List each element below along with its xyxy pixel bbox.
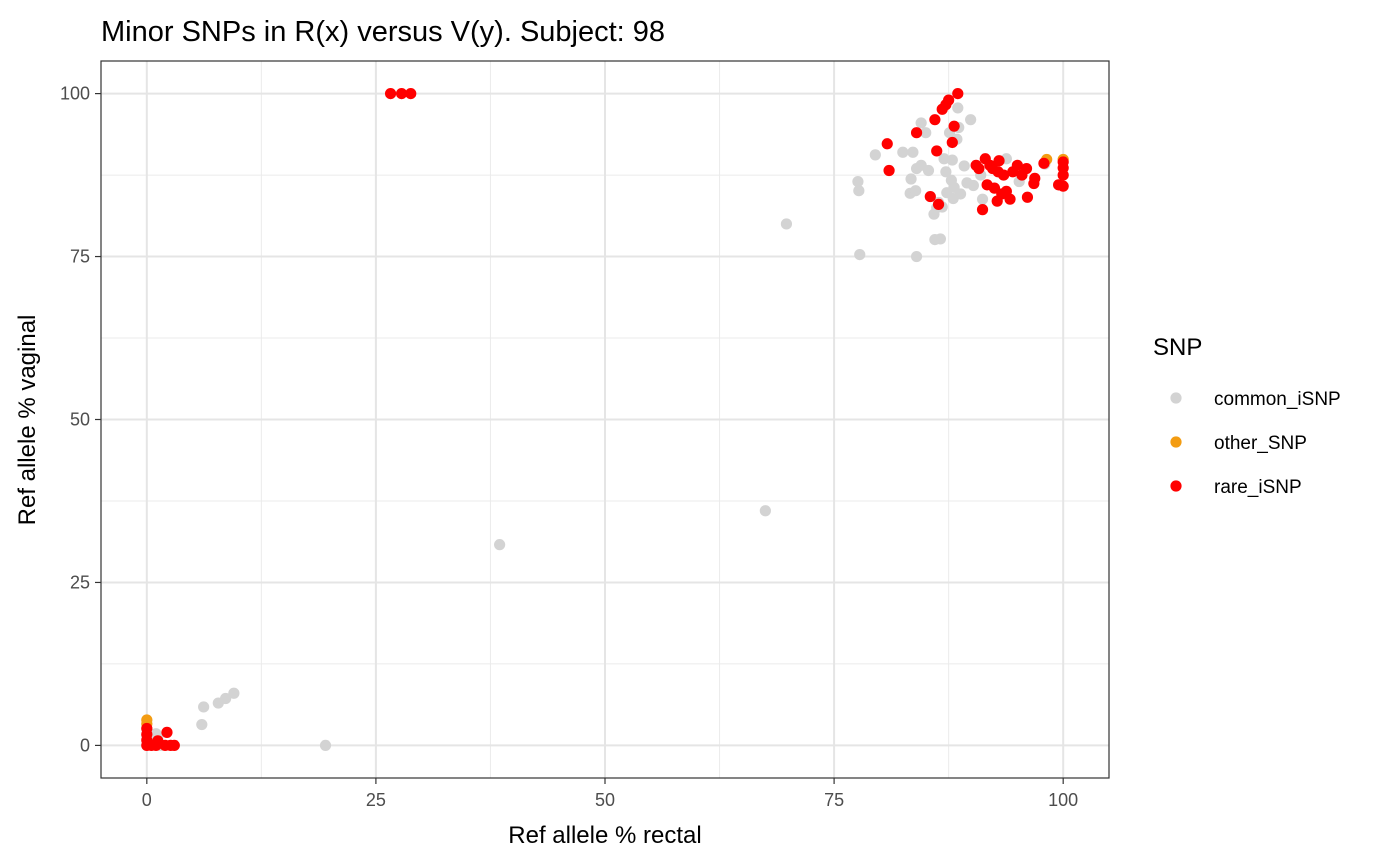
y-axis-title: Ref allele % vaginal (14, 315, 41, 526)
y-tick-label: 50 (70, 410, 90, 430)
data-point (922, 164, 935, 177)
data-point (976, 204, 989, 216)
data-point (883, 164, 895, 177)
data-point (998, 169, 1010, 181)
y-tick-label: 75 (70, 247, 90, 267)
data-point (881, 138, 893, 150)
data-point (759, 505, 771, 517)
data-point (946, 136, 958, 149)
data-point (920, 127, 932, 139)
data-point (967, 179, 979, 192)
data-point (965, 114, 977, 126)
y-tick-label: 0 (80, 735, 90, 755)
data-point (319, 739, 332, 752)
data-point (220, 692, 232, 705)
data-point (943, 94, 955, 106)
data-point (946, 154, 958, 166)
data-point (976, 193, 989, 205)
data-point (915, 117, 927, 129)
data-point (228, 687, 240, 699)
data-point (384, 87, 397, 100)
data-point (869, 149, 881, 161)
x-axis-title: Ref allele % rectal (508, 822, 701, 849)
data-point (993, 155, 1005, 167)
data-point (897, 146, 909, 158)
data-point (931, 145, 943, 157)
series-other_SNP (141, 153, 1069, 730)
x-tick-label: 50 (595, 790, 615, 810)
x-tick-label: 25 (366, 790, 386, 810)
data-point (929, 114, 941, 126)
data-point (395, 87, 408, 100)
data-point (948, 120, 960, 132)
data-point (853, 185, 865, 197)
series-rare_iSNP (141, 87, 1069, 752)
data-point (924, 190, 936, 203)
data-point (1004, 193, 1016, 205)
data-point (168, 739, 180, 752)
x-axis-ticks: 0 25 50 75 100 (142, 778, 1078, 810)
data-point (1011, 159, 1023, 171)
data-point (1029, 172, 1041, 184)
data-point (905, 173, 917, 185)
data-point (952, 102, 964, 114)
data-point (938, 153, 950, 165)
data-point (910, 185, 922, 197)
data-point (1057, 180, 1069, 192)
data-point (910, 127, 923, 139)
data-point (1020, 162, 1033, 175)
data-point (198, 701, 210, 713)
legend-key-common_iSNP (1170, 392, 1182, 404)
y-tick-label: 100 (60, 84, 90, 104)
x-tick-label: 0 (142, 790, 152, 810)
data-point (854, 248, 866, 261)
data-point (405, 87, 417, 100)
data-point (780, 218, 793, 230)
data-point (934, 233, 946, 245)
data-point (852, 175, 864, 188)
data-point (1038, 157, 1050, 169)
data-point (952, 87, 964, 100)
legend: SNP common_iSNP other_SNP rare_iSNP (1153, 334, 1341, 498)
chart-title: Minor SNPs in R(x) versus V(y). Subject:… (101, 16, 665, 48)
legend-label-common_iSNP: common_iSNP (1214, 389, 1341, 410)
legend-key-other_SNP (1170, 436, 1182, 448)
data-point (141, 722, 153, 735)
data-point (1057, 156, 1069, 168)
grid-lines (101, 61, 1109, 778)
y-tick-label: 25 (70, 572, 90, 592)
data-point (1021, 191, 1034, 203)
data-point (954, 188, 967, 200)
data-point (910, 250, 923, 263)
x-tick-label: 100 (1048, 790, 1078, 810)
data-point (196, 718, 208, 731)
legend-title: SNP (1153, 334, 1202, 361)
data-point (940, 166, 952, 178)
data-points (141, 87, 1069, 752)
data-point (907, 146, 919, 158)
x-tick-label: 75 (824, 790, 844, 810)
legend-label-rare_iSNP: rare_iSNP (1214, 477, 1302, 498)
legend-items: common_iSNP other_SNP rare_iSNP (1170, 389, 1341, 498)
data-point (161, 726, 173, 738)
legend-label-other_SNP: other_SNP (1214, 433, 1307, 454)
data-point (494, 539, 506, 551)
data-point (958, 160, 970, 172)
data-point (932, 198, 945, 210)
data-point (973, 162, 985, 175)
legend-key-rare_iSNP (1170, 480, 1182, 492)
y-axis-ticks: 0 25 50 75 100 (60, 84, 101, 755)
